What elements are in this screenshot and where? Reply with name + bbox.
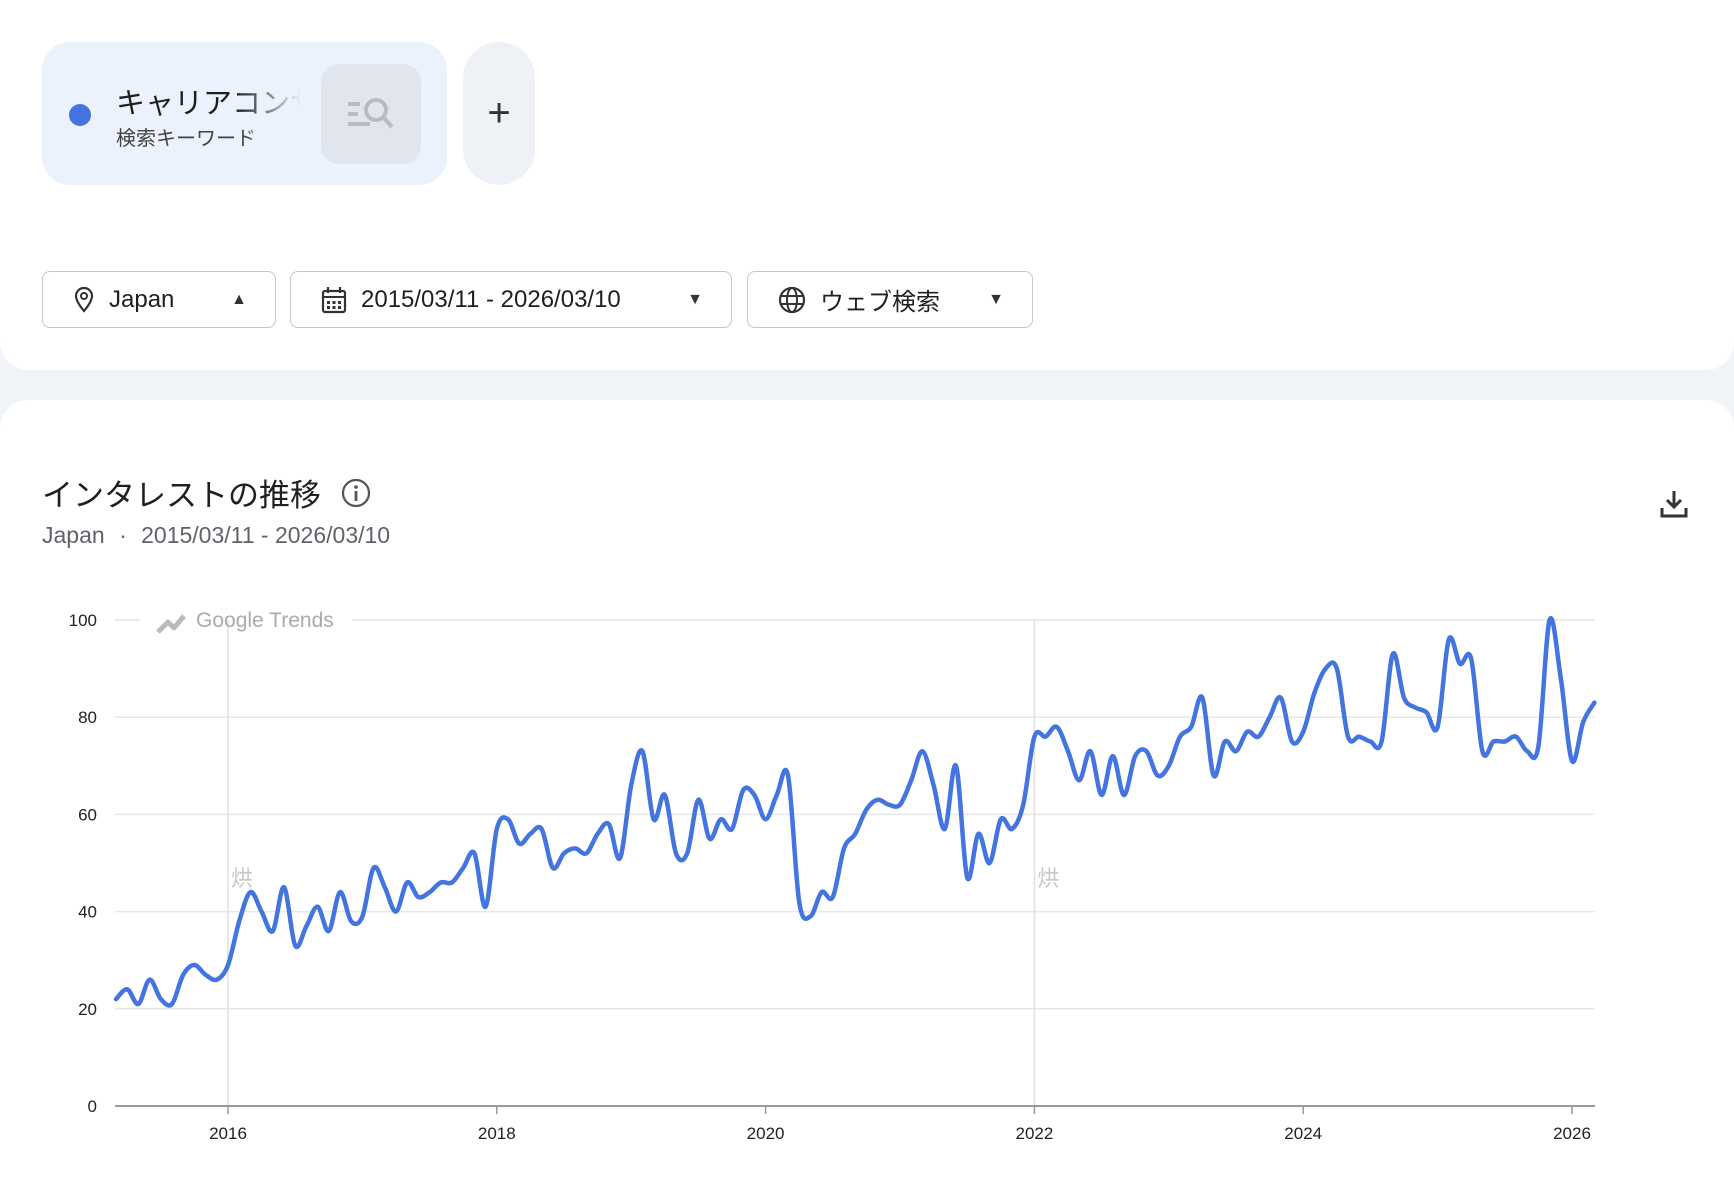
search-list-icon (348, 98, 394, 129)
section-title: インタレストの推移 (42, 470, 371, 515)
property-label: ウェブ検索 (820, 289, 940, 316)
x-tick-label: 2020 (747, 1124, 785, 1143)
query-panel: キャリアコンサルタント 検索キーワード + Japan ▲ 2015/03/11… (0, 0, 1734, 370)
info-icon[interactable] (341, 478, 371, 508)
google-trends-watermark: Google Trends (196, 609, 334, 632)
calendar-icon (321, 286, 347, 313)
region-label: Japan (109, 285, 175, 313)
series-line (113, 615, 1597, 1008)
download-icon[interactable] (1658, 488, 1690, 520)
globe-icon (778, 286, 806, 313)
x-tick-label: 2026 (1553, 1124, 1591, 1143)
term-type: 検索キーワード (116, 128, 256, 150)
caret-down-icon: ▼ (988, 290, 1004, 308)
property-filter[interactable]: ウェブ検索 ▼ (747, 271, 1033, 328)
search-term-button[interactable] (321, 64, 421, 164)
interest-over-time-card (0, 400, 1734, 1200)
caret-down-icon: ▼ (687, 290, 703, 308)
y-tick-label: 40 (78, 903, 97, 922)
add-comparison-button[interactable]: + (463, 42, 535, 185)
subtitle-range: 2015/03/11 - 2026/03/10 (141, 522, 391, 548)
date-filter[interactable]: 2015/03/11 - 2026/03/10 ▼ (290, 271, 732, 328)
search-term-chip[interactable]: キャリアコンサルタント 検索キーワード (42, 42, 447, 185)
x-tick-label: 2016 (209, 1124, 247, 1143)
note-icon: 烘 (1037, 866, 1059, 891)
y-tick-label: 20 (78, 1000, 97, 1019)
y-tick-label: 60 (78, 805, 97, 824)
x-tick-label: 2024 (1284, 1124, 1322, 1143)
date-range-label: 2015/03/11 - 2026/03/10 (361, 285, 621, 313)
y-tick-label: 0 (88, 1097, 97, 1116)
region-filter[interactable]: Japan ▲ (42, 271, 276, 328)
term-name[interactable]: キャリアコンサルタント (116, 88, 301, 120)
trends-logo-icon (156, 614, 186, 634)
section-title-text: インタレストの推移 (42, 478, 321, 513)
location-pin-icon (74, 286, 94, 313)
interest-chart: 0 20 40 60 80 100 烘 烘 2016 2018 2020 2022 2024 2026 Go… (69, 609, 1597, 1143)
term-color-dot (69, 104, 91, 126)
y-tick-label: 100 (69, 611, 97, 630)
x-tick-label: 2022 (1015, 1124, 1053, 1143)
y-tick-label: 80 (78, 708, 97, 727)
subtitle-separator: · (119, 522, 127, 548)
section-subtitle: Japan · 2015/03/11 - 2026/03/10 (42, 522, 390, 549)
note-icon: 烘 (231, 866, 253, 891)
x-tick-label: 2018 (478, 1124, 516, 1143)
subtitle-region: Japan (42, 522, 105, 548)
caret-up-icon: ▲ (231, 290, 247, 308)
